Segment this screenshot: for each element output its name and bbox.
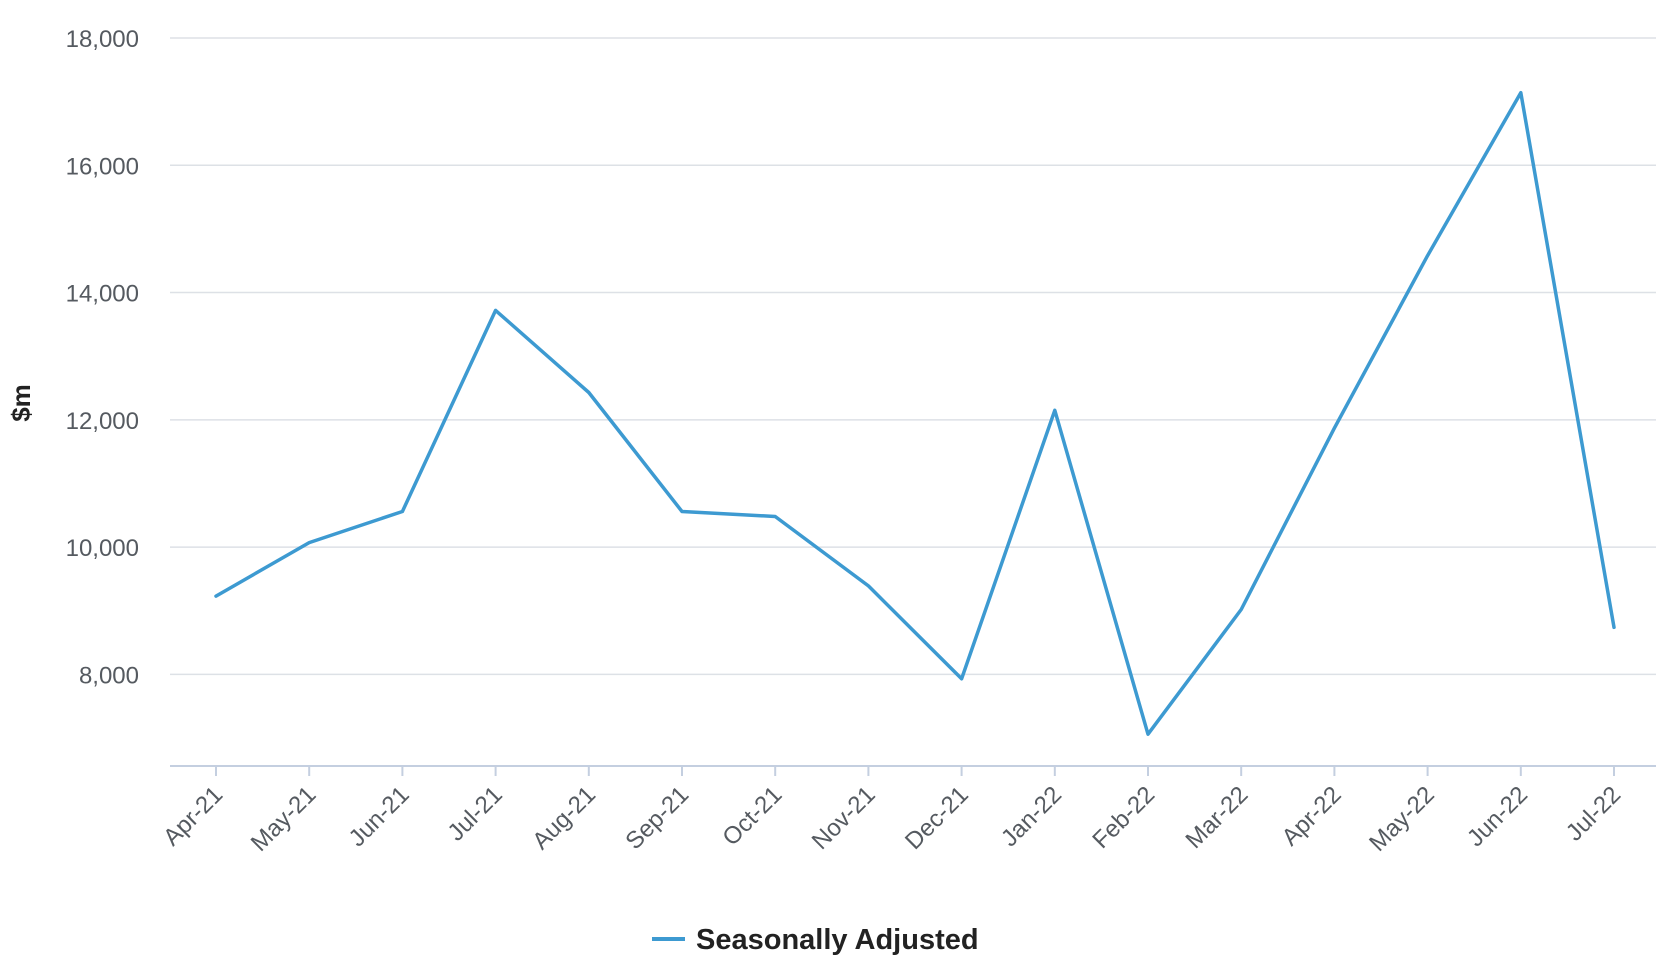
x-tick-label: Jan-22 — [996, 781, 1067, 852]
x-tick-label: Jun-22 — [1462, 781, 1533, 852]
x-tick-label: Jul-22 — [1561, 781, 1626, 846]
x-tick-label: Nov-21 — [807, 781, 881, 855]
gridlines — [170, 37, 1656, 676]
data-point[interactable] — [1609, 622, 1619, 632]
y-tick-label: 18,000 — [66, 26, 139, 53]
x-tick-label: May-21 — [246, 781, 322, 857]
y-tick-label: 14,000 — [66, 281, 139, 308]
data-point[interactable] — [1236, 604, 1246, 614]
x-tick-label: Apr-21 — [158, 781, 228, 851]
data-point[interactable] — [677, 506, 687, 516]
series-lines — [211, 88, 1619, 739]
x-tick-label: Jul-21 — [443, 781, 508, 846]
x-tick-label: Apr-22 — [1277, 781, 1347, 851]
data-point[interactable] — [584, 387, 594, 397]
y-tick-label: 12,000 — [66, 408, 139, 435]
data-point[interactable] — [1329, 423, 1339, 433]
x-tick-label: Jun-21 — [344, 781, 415, 852]
data-point[interactable] — [304, 538, 314, 548]
x-tick-label: Mar-22 — [1181, 781, 1254, 854]
data-point[interactable] — [491, 305, 501, 315]
data-point[interactable] — [211, 591, 221, 601]
y-axis-title: $m — [6, 384, 36, 422]
legend[interactable]: Seasonally Adjusted — [652, 924, 979, 956]
x-tick-label: Aug-21 — [527, 781, 601, 855]
x-tick-label: Sep-21 — [620, 781, 694, 855]
data-point[interactable] — [863, 581, 873, 591]
x-tick-label: Oct-21 — [717, 781, 787, 851]
data-point[interactable] — [397, 506, 407, 516]
y-axis-ticks: 8,000 10,000 12,000 14,000 16,000 18,000 — [66, 26, 139, 689]
x-axis-ticks: Apr-21 May-21 Jun-21 Jul-21 Aug-21 Sep-21 Oct-… — [158, 766, 1626, 857]
y-tick-label: 16,000 — [66, 153, 139, 180]
data-point[interactable] — [957, 674, 967, 684]
series-line-0[interactable] — [214, 90, 1616, 736]
data-point[interactable] — [1050, 405, 1060, 415]
x-tick-label: Feb-22 — [1087, 781, 1160, 854]
data-point[interactable] — [1516, 88, 1526, 98]
data-point[interactable] — [1423, 251, 1433, 261]
x-tick-label: May-22 — [1364, 781, 1440, 857]
y-tick-label: 10,000 — [66, 535, 139, 562]
y-tick-label: 8,000 — [79, 662, 139, 689]
x-tick-label: Dec-21 — [900, 781, 974, 855]
data-point[interactable] — [770, 512, 780, 522]
data-point[interactable] — [1143, 729, 1153, 739]
legend-label-seasonally-adjusted: Seasonally Adjusted — [696, 924, 979, 956]
